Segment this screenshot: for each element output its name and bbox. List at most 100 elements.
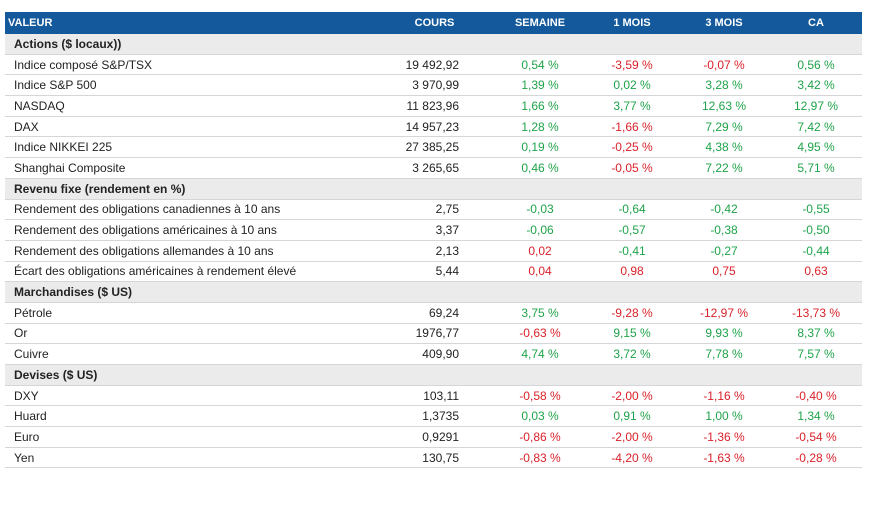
change-cell: -12,97 % <box>699 305 749 320</box>
row-label: NASDAQ <box>14 98 65 113</box>
row-label: Or <box>14 326 28 341</box>
change-cell: 0,75 <box>712 264 736 279</box>
data-row: Yen 130,75 -0,83 % -4,20 % -1,63 % -0,28 % <box>5 448 862 469</box>
change-cell: 3,75 % <box>521 305 559 320</box>
cours-cell: 5,44 <box>435 264 459 279</box>
change-cell: 9,93 % <box>705 326 743 341</box>
change-cell: -3,59 % <box>611 57 653 72</box>
change-cell: -0,06 <box>526 223 554 238</box>
change-cell: -0,86 % <box>519 429 561 444</box>
cours-cell: 14 957,23 <box>405 119 459 134</box>
change-cell: -0,07 % <box>703 57 745 72</box>
change-cell: 0,54 % <box>521 57 559 72</box>
cours-cell: 11 823,96 <box>406 98 460 113</box>
section-title: Marchandises ($ US) <box>14 285 133 300</box>
row-label: Yen <box>14 450 35 465</box>
data-row: Cuivre 409,90 4,74 % 3,72 % 7,78 % 7,57 % <box>5 344 862 365</box>
change-cell: 0,91 % <box>613 409 651 424</box>
change-cell: 1,00 % <box>705 409 743 424</box>
change-cell: -1,63 % <box>703 450 745 465</box>
section-row: Actions ($ locaux)) <box>5 34 862 55</box>
change-cell: -1,16 % <box>703 388 745 403</box>
change-cell: 0,19 % <box>521 140 559 155</box>
change-cell: 3,77 % <box>613 98 651 113</box>
cours-cell: 69,24 <box>428 305 459 320</box>
data-row: DXY 103,11 -0,58 % -2,00 % -1,16 % -0,40 % <box>5 386 862 407</box>
change-cell: -0,57 <box>618 223 646 238</box>
cours-cell: 130,75 <box>422 450 459 465</box>
cours-cell: 1,3735 <box>422 409 459 424</box>
change-cell: -1,36 % <box>703 429 745 444</box>
cours-cell: 3 970,99 <box>412 78 459 93</box>
change-cell: -0,40 % <box>795 388 837 403</box>
data-row: Euro 0,9291 -0,86 % -2,00 % -1,36 % -0,54 % <box>5 427 862 448</box>
change-cell: 1,39 % <box>521 78 559 93</box>
header-row: VALEUR COURS SEMAINE 1 MOIS 3 MOIS CA <box>5 12 862 34</box>
section-row: Devises ($ US) <box>5 365 862 386</box>
change-cell: -0,83 % <box>519 450 561 465</box>
data-row: NASDAQ 11 823,96 1,66 % 3,77 % 12,63 % 12,97 … <box>5 96 862 117</box>
row-label: Huard <box>14 409 47 424</box>
change-cell: 12,97 % <box>793 98 839 113</box>
data-row: Indice NIKKEI 225 27 385,25 0,19 % -0,25 % 4… <box>5 137 862 159</box>
change-cell: -0,38 <box>710 223 738 238</box>
change-cell: -0,55 <box>802 202 830 217</box>
change-cell: -0,58 % <box>519 388 561 403</box>
row-label: DAX <box>14 119 39 134</box>
change-cell: 0,46 % <box>521 160 559 175</box>
section-title: Actions ($ locaux)) <box>14 36 122 51</box>
change-cell: 1,28 % <box>521 119 559 134</box>
change-cell: -0,64 <box>618 202 646 217</box>
change-cell: 3,72 % <box>613 347 651 362</box>
section-row: Marchandises ($ US) <box>5 282 862 303</box>
change-cell: 4,95 % <box>797 140 835 155</box>
row-label: Cuivre <box>14 347 49 362</box>
change-cell: 7,29 % <box>705 119 743 134</box>
row-label: Indice S&P 500 <box>14 78 97 93</box>
cours-cell: 2,75 <box>435 202 459 217</box>
change-cell: 0,63 <box>804 264 828 279</box>
cours-cell: 2,13 <box>435 243 459 258</box>
header-cell: 3 MOIS <box>705 17 743 29</box>
data-row: Indice S&P 500 3 970,99 1,39 % 0,02 % 3,28 %… <box>5 75 862 97</box>
row-label: Euro <box>14 429 40 444</box>
market-table: VALEUR COURS SEMAINE 1 MOIS 3 MOIS CA Actions … <box>5 12 862 469</box>
change-cell: -2,00 % <box>611 429 653 444</box>
header-cell: CA <box>808 17 824 29</box>
cours-cell: 0,9291 <box>422 429 459 444</box>
row-label: Indice composé S&P/TSX <box>14 57 153 72</box>
change-cell: 0,56 % <box>797 57 835 72</box>
data-row: Shanghai Composite 3 265,65 0,46 % -0,05 % 7… <box>5 158 862 179</box>
data-row: DAX 14 957,23 1,28 % -1,66 % 7,29 % 7,42 % <box>5 117 862 138</box>
cours-cell: 3 265,65 <box>412 160 459 175</box>
data-row: Rendement des obligations américaines à … <box>5 220 862 241</box>
data-row: Rendement des obligations canadiennes à … <box>5 200 862 221</box>
change-cell: -0,03 <box>526 202 554 217</box>
cours-cell: 103,11 <box>423 388 459 403</box>
row-label: DXY <box>14 388 39 403</box>
change-cell: -2,00 % <box>611 388 653 403</box>
change-cell: -0,42 <box>710 202 738 217</box>
change-cell: -0,54 % <box>795 429 837 444</box>
change-cell: 0,98 <box>620 264 644 279</box>
change-cell: -0,05 % <box>611 160 653 175</box>
section-title: Devises ($ US) <box>14 367 98 382</box>
change-cell: 3,28 % <box>705 78 743 93</box>
row-label: Rendement des obligations allemandes à 1… <box>14 243 274 258</box>
change-cell: 4,38 % <box>705 140 743 155</box>
change-cell: -0,44 <box>802 243 830 258</box>
change-cell: 7,57 % <box>797 347 835 362</box>
change-cell: -0,28 % <box>795 450 837 465</box>
change-cell: 12,63 % <box>701 98 747 113</box>
change-cell: -13,73 % <box>791 305 841 320</box>
change-cell: 0,03 % <box>521 409 559 424</box>
data-row: Or 1976,77 -0,63 % 9,15 % 9,93 % 8,37 % <box>5 324 862 345</box>
change-cell: -0,27 <box>710 243 738 258</box>
header-cell: 1 MOIS <box>613 17 651 29</box>
change-cell: 8,37 % <box>797 326 835 341</box>
change-cell: -0,41 <box>618 243 646 258</box>
change-cell: 0,04 <box>528 264 552 279</box>
row-label: Pétrole <box>14 305 53 320</box>
change-cell: 7,42 % <box>797 119 835 134</box>
